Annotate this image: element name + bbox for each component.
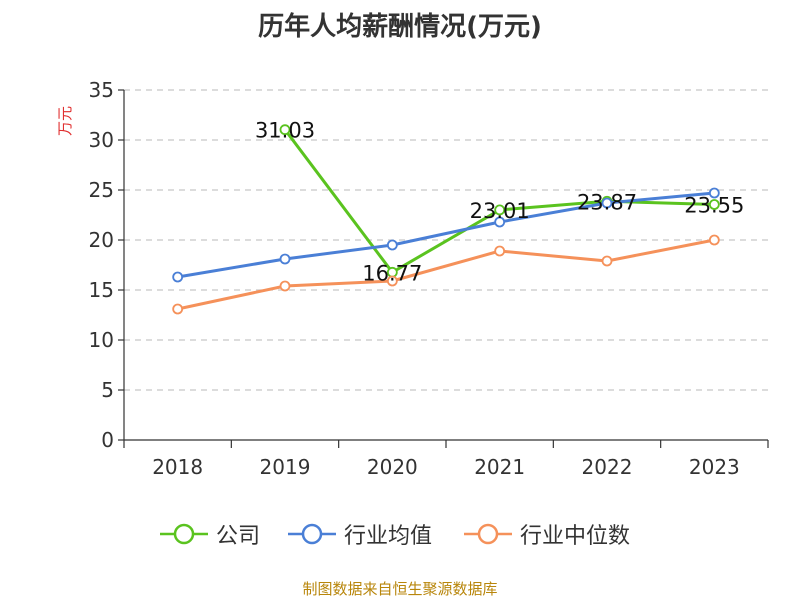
chart-title: 历年人均薪酬情况(万元) <box>258 12 542 42</box>
data-point <box>172 271 184 283</box>
data-point <box>172 303 184 315</box>
y-tick-label: 15 <box>89 278 114 302</box>
data-point <box>279 280 291 292</box>
data-label: 31.03 <box>255 119 315 143</box>
x-tick-label: 2019 <box>260 455 311 479</box>
legend-label-industry-avg: 行业均值 <box>344 524 433 549</box>
data-point <box>494 216 506 228</box>
data-point <box>279 124 291 136</box>
data-point <box>708 234 720 246</box>
series-line-1 <box>177 191 715 279</box>
data-labels: 31.03 16.77 23.01 23.87 23.55 <box>255 119 744 286</box>
data-point <box>494 245 506 257</box>
data-point <box>601 255 613 267</box>
data-point <box>386 275 398 287</box>
y-axis-label: 万元 <box>56 106 74 136</box>
legend-label-industry-median: 行业中位数 <box>520 524 631 549</box>
data-point <box>279 253 291 265</box>
y-tick-label: 5 <box>101 378 114 402</box>
legend-item-industry-avg[interactable]: 行业均值 <box>288 518 432 550</box>
legend-industry-median-marker-icon <box>464 523 512 545</box>
legend-company-marker-icon <box>160 523 208 545</box>
series-line-2 <box>177 238 715 311</box>
data-point <box>708 199 720 210</box>
x-tick-label: 2023 <box>689 455 740 479</box>
legend-industry-avg-marker-icon <box>288 523 336 545</box>
y-tick-label: 35 <box>89 78 114 102</box>
legend-item-industry-median[interactable]: 行业中位数 <box>464 518 630 550</box>
data-label: 23.55 <box>684 194 744 218</box>
data-point <box>601 197 613 209</box>
legend-label-company: 公司 <box>216 524 261 549</box>
x-tick-label: 2021 <box>474 455 525 479</box>
data-point <box>494 204 506 216</box>
legend: 公司 行业均值 行业中位数 <box>0 518 800 558</box>
y-tick-label: 0 <box>101 428 114 452</box>
y-tick-label: 30 <box>89 128 114 152</box>
data-point <box>708 187 720 199</box>
y-tick-label: 10 <box>89 328 114 352</box>
axes: 0 5 10 15 20 25 30 35 万元 2018 2019 2020 2021 2022 2023 <box>56 78 769 479</box>
series-lines <box>172 124 720 315</box>
data-label: 23.87 <box>577 190 637 214</box>
data-point <box>386 239 398 251</box>
data-label: 23.01 <box>470 199 530 223</box>
x-tick-label: 2018 <box>152 455 203 479</box>
data-label: 16.77 <box>362 261 422 285</box>
legend-item-company[interactable]: 公司 <box>160 518 260 550</box>
x-tick-label: 2020 <box>367 455 418 479</box>
x-tick-label: 2022 <box>582 455 633 479</box>
y-tick-label: 25 <box>89 178 114 202</box>
source-note: 制图数据来自恒生聚源数据库 <box>302 580 498 598</box>
y-tick-label: 20 <box>89 228 114 252</box>
